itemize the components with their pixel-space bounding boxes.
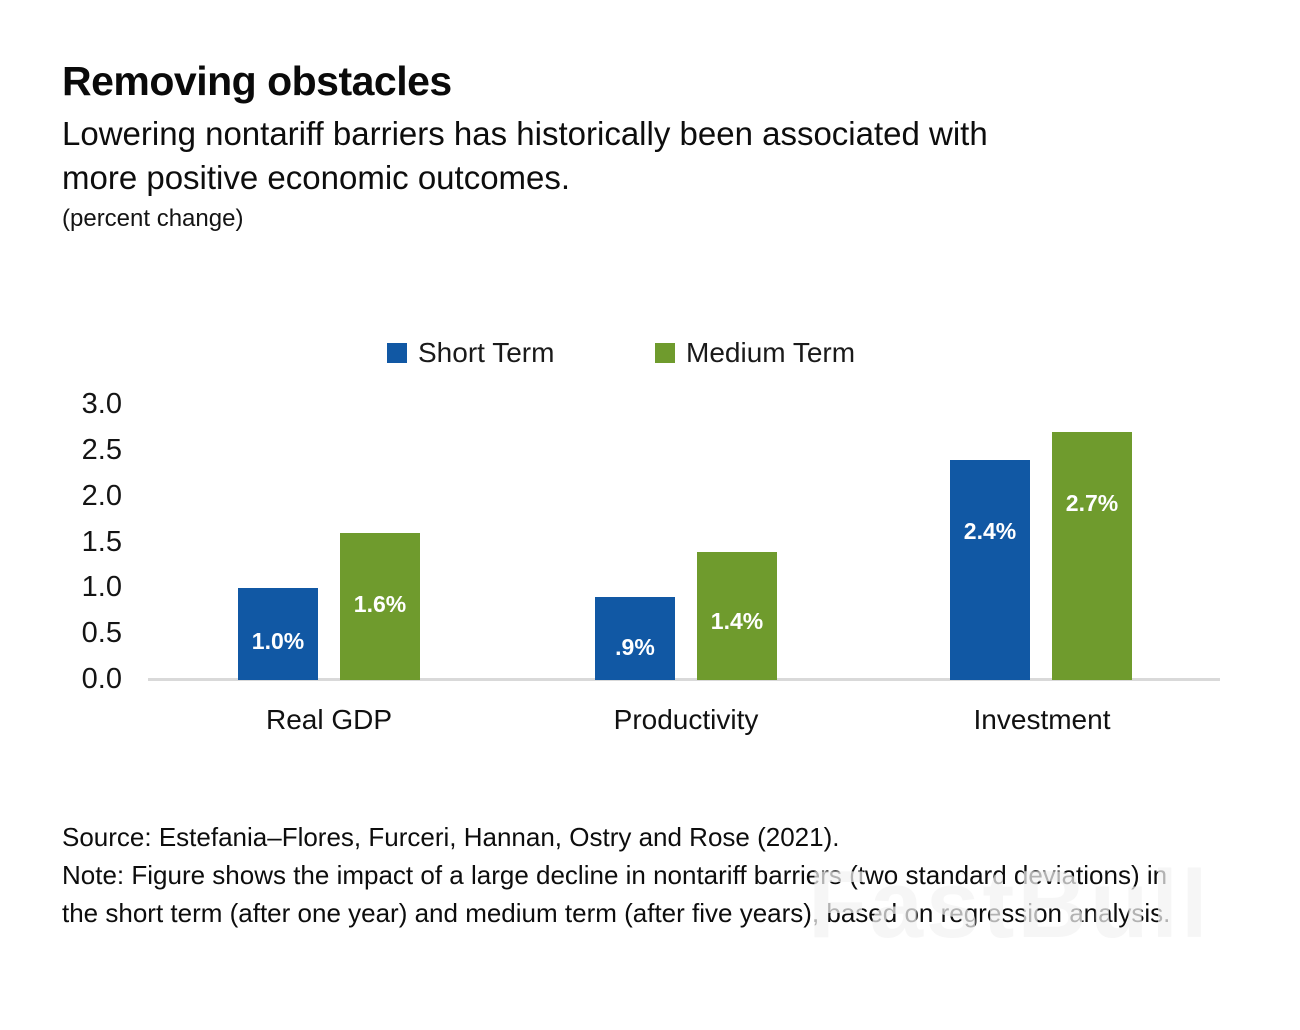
legend-label: Medium Term: [686, 337, 856, 368]
bar-value-label: 1.6%: [353, 591, 407, 617]
bar-short-term-investment: [950, 460, 1030, 680]
y-axis-tick-2.5: 2.5: [81, 433, 122, 466]
subtitle-line-2: more positive economic outcomes.: [62, 159, 571, 196]
subtitle-line-1: Lowering nontariff barriers has historic…: [62, 115, 988, 152]
note-text-line-1: Note: Figure shows the impact of a large…: [62, 860, 1168, 890]
category-label-real-gdp: Real GDP: [265, 704, 393, 735]
y-axis-tick-3.0: 3.0: [81, 388, 122, 420]
category-label-productivity: Productivity: [613, 704, 759, 735]
chart-subtitle: Lowering nontariff barriers has historic…: [62, 112, 988, 200]
y-axis-tick-0.0: 0.0: [81, 663, 122, 695]
bar-short-term-productivity: [595, 597, 675, 680]
category-label-investment: Investment: [973, 704, 1111, 735]
bar-medium-term-investment: [1052, 432, 1132, 680]
legend-item-short-term: Short Term: [387, 337, 554, 369]
bar-short-term-real-gdp: [238, 588, 318, 680]
x-axis-line: [148, 678, 1220, 681]
y-axis-tick-0.5: 0.5: [81, 617, 122, 650]
bar-value-label: 2.4%: [963, 518, 1017, 544]
fastbull-watermark: FastBull: [808, 851, 1211, 958]
bar-value-label: .9%: [615, 633, 655, 660]
legend-swatch-icon: [655, 343, 675, 363]
bar-value-label: 1.4%: [710, 608, 764, 635]
bar-value-label: 2.7%: [1065, 490, 1119, 516]
legend-item-medium-term: Medium Term: [655, 337, 855, 369]
y-axis-tick-2.0: 2.0: [81, 479, 122, 512]
legend-label: Short Term: [418, 337, 555, 368]
page-title: Removing obstacles: [62, 58, 452, 104]
bar-value-label: 1.0%: [251, 628, 305, 655]
bar-medium-term-real-gdp: [340, 533, 420, 680]
y-axis-tick-1.5: 1.5: [81, 525, 122, 558]
unit-label: (percent change): [62, 205, 244, 232]
note-text-line-2: the short term (after one year) and medi…: [62, 898, 1171, 928]
y-axis-tick-1.0: 1.0: [81, 571, 122, 604]
bar-medium-term-productivity: [697, 552, 777, 680]
legend-swatch-icon: [387, 343, 407, 363]
source-text: Source: Estefania–Flores, Furceri, Hanna…: [62, 822, 840, 852]
